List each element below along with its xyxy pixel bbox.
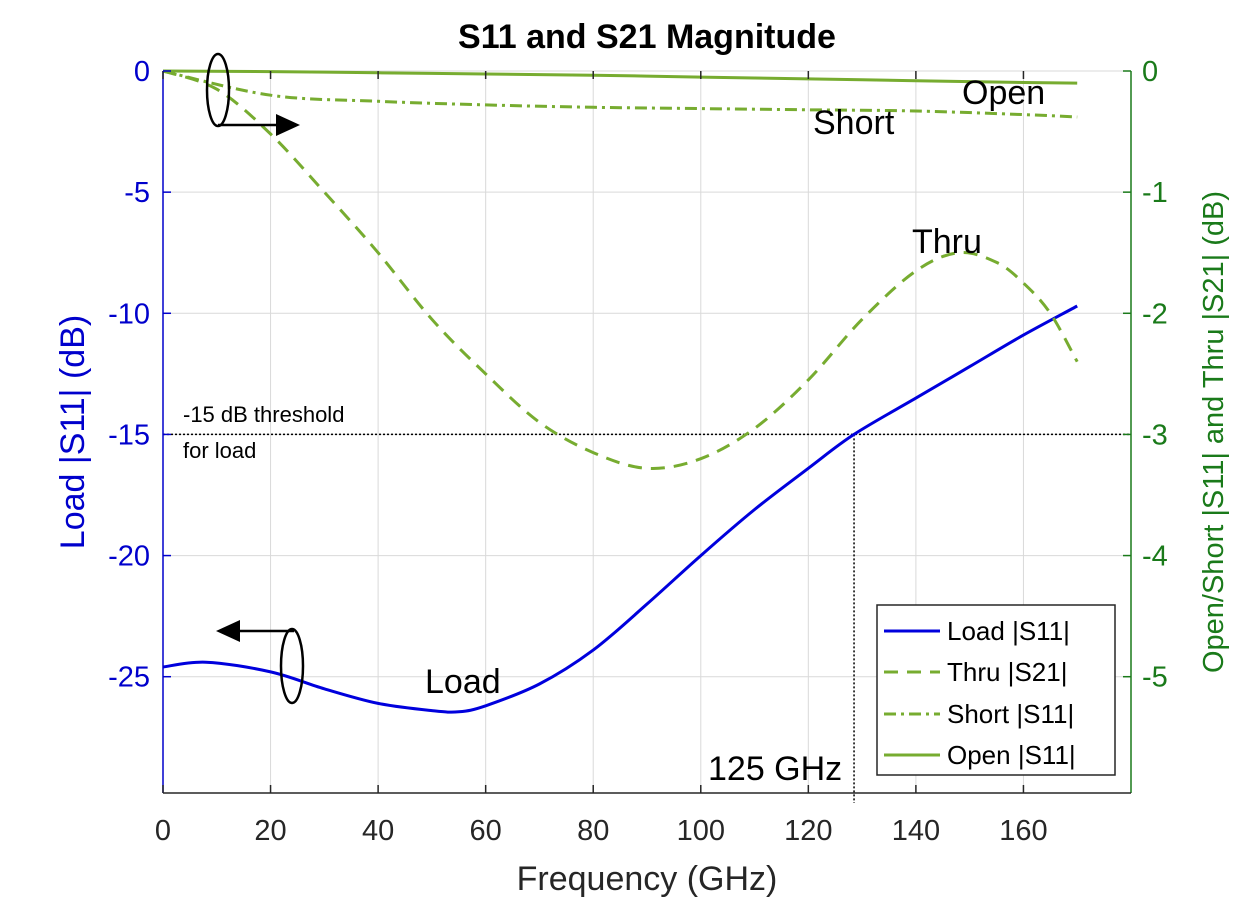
series-load-s11 — [162, 304, 1078, 714]
x-tick-label: 60 — [470, 815, 502, 847]
right-y-tick-label: 0 — [1142, 56, 1158, 88]
right-y-tick-label: -4 — [1142, 541, 1168, 573]
legend-label-open: Open |S11| — [947, 740, 1076, 770]
frequency-marker-annotation: 125 GHz — [708, 750, 842, 788]
open-annotation: Open — [962, 74, 1045, 112]
thru-annotation: Thru — [912, 223, 982, 261]
right-y-tick-label: -3 — [1142, 419, 1168, 451]
right-y-tick-label: -1 — [1142, 177, 1168, 209]
legend: Load |S11| Thru |S21| Short |S11| Open |… — [876, 604, 1116, 776]
threshold-annotation-line2: for load — [183, 438, 256, 463]
series-open-s11 — [162, 69, 1078, 85]
right-y-tick-label: -2 — [1142, 298, 1168, 330]
x-axis-label: Frequency (GHz) — [517, 860, 778, 898]
threshold-annotation-line1: -15 dB threshold — [183, 402, 344, 427]
x-tick-label: 40 — [362, 815, 394, 847]
left-axis-indicator-arrowhead — [216, 620, 240, 642]
x-tick-label: 140 — [892, 815, 940, 847]
legend-label-thru: Thru |S21| — [947, 657, 1067, 687]
left-y-tick-label: -15 — [108, 419, 150, 451]
right-y-tick-label: -5 — [1142, 662, 1168, 694]
left-y-tick-label: -5 — [124, 177, 150, 209]
x-tick-label: 0 — [155, 815, 171, 847]
legend-label-load: Load |S11| — [947, 616, 1070, 646]
legend-box — [876, 604, 1116, 776]
left-y-axis-label: Load |S11| (dB) — [54, 315, 92, 549]
series-lines — [162, 69, 1079, 714]
series-thru-s21 — [162, 69, 1079, 470]
right-y-axis-label: Open/Short |S11| and Thru |S21| (dB) — [1198, 191, 1230, 673]
left-y-tick-label: -20 — [108, 541, 150, 573]
x-tick-label: 120 — [784, 815, 832, 847]
x-tick-label: 160 — [999, 815, 1047, 847]
load-annotation: Load — [425, 663, 501, 701]
ticks: 0 20 40 60 80 100 120 140 160 0 -5 -10 -15 -20 -25 0 -1 -… — [108, 56, 1168, 847]
chart-title: S11 and S21 Magnitude — [458, 18, 836, 56]
right-axis-indicator-arrowhead — [276, 114, 300, 136]
short-annotation: Short — [813, 104, 895, 142]
series-short-s11 — [162, 69, 1078, 119]
x-tick-label: 100 — [677, 815, 725, 847]
left-y-tick-label: -25 — [108, 662, 150, 694]
x-tick-label: 20 — [254, 815, 286, 847]
left-y-tick-label: 0 — [134, 56, 150, 88]
x-tick-label: 80 — [577, 815, 609, 847]
left-axis-indicator-ellipse — [279, 627, 305, 705]
left-y-tick-label: -10 — [108, 298, 150, 330]
legend-label-short: Short |S11| — [947, 699, 1074, 729]
